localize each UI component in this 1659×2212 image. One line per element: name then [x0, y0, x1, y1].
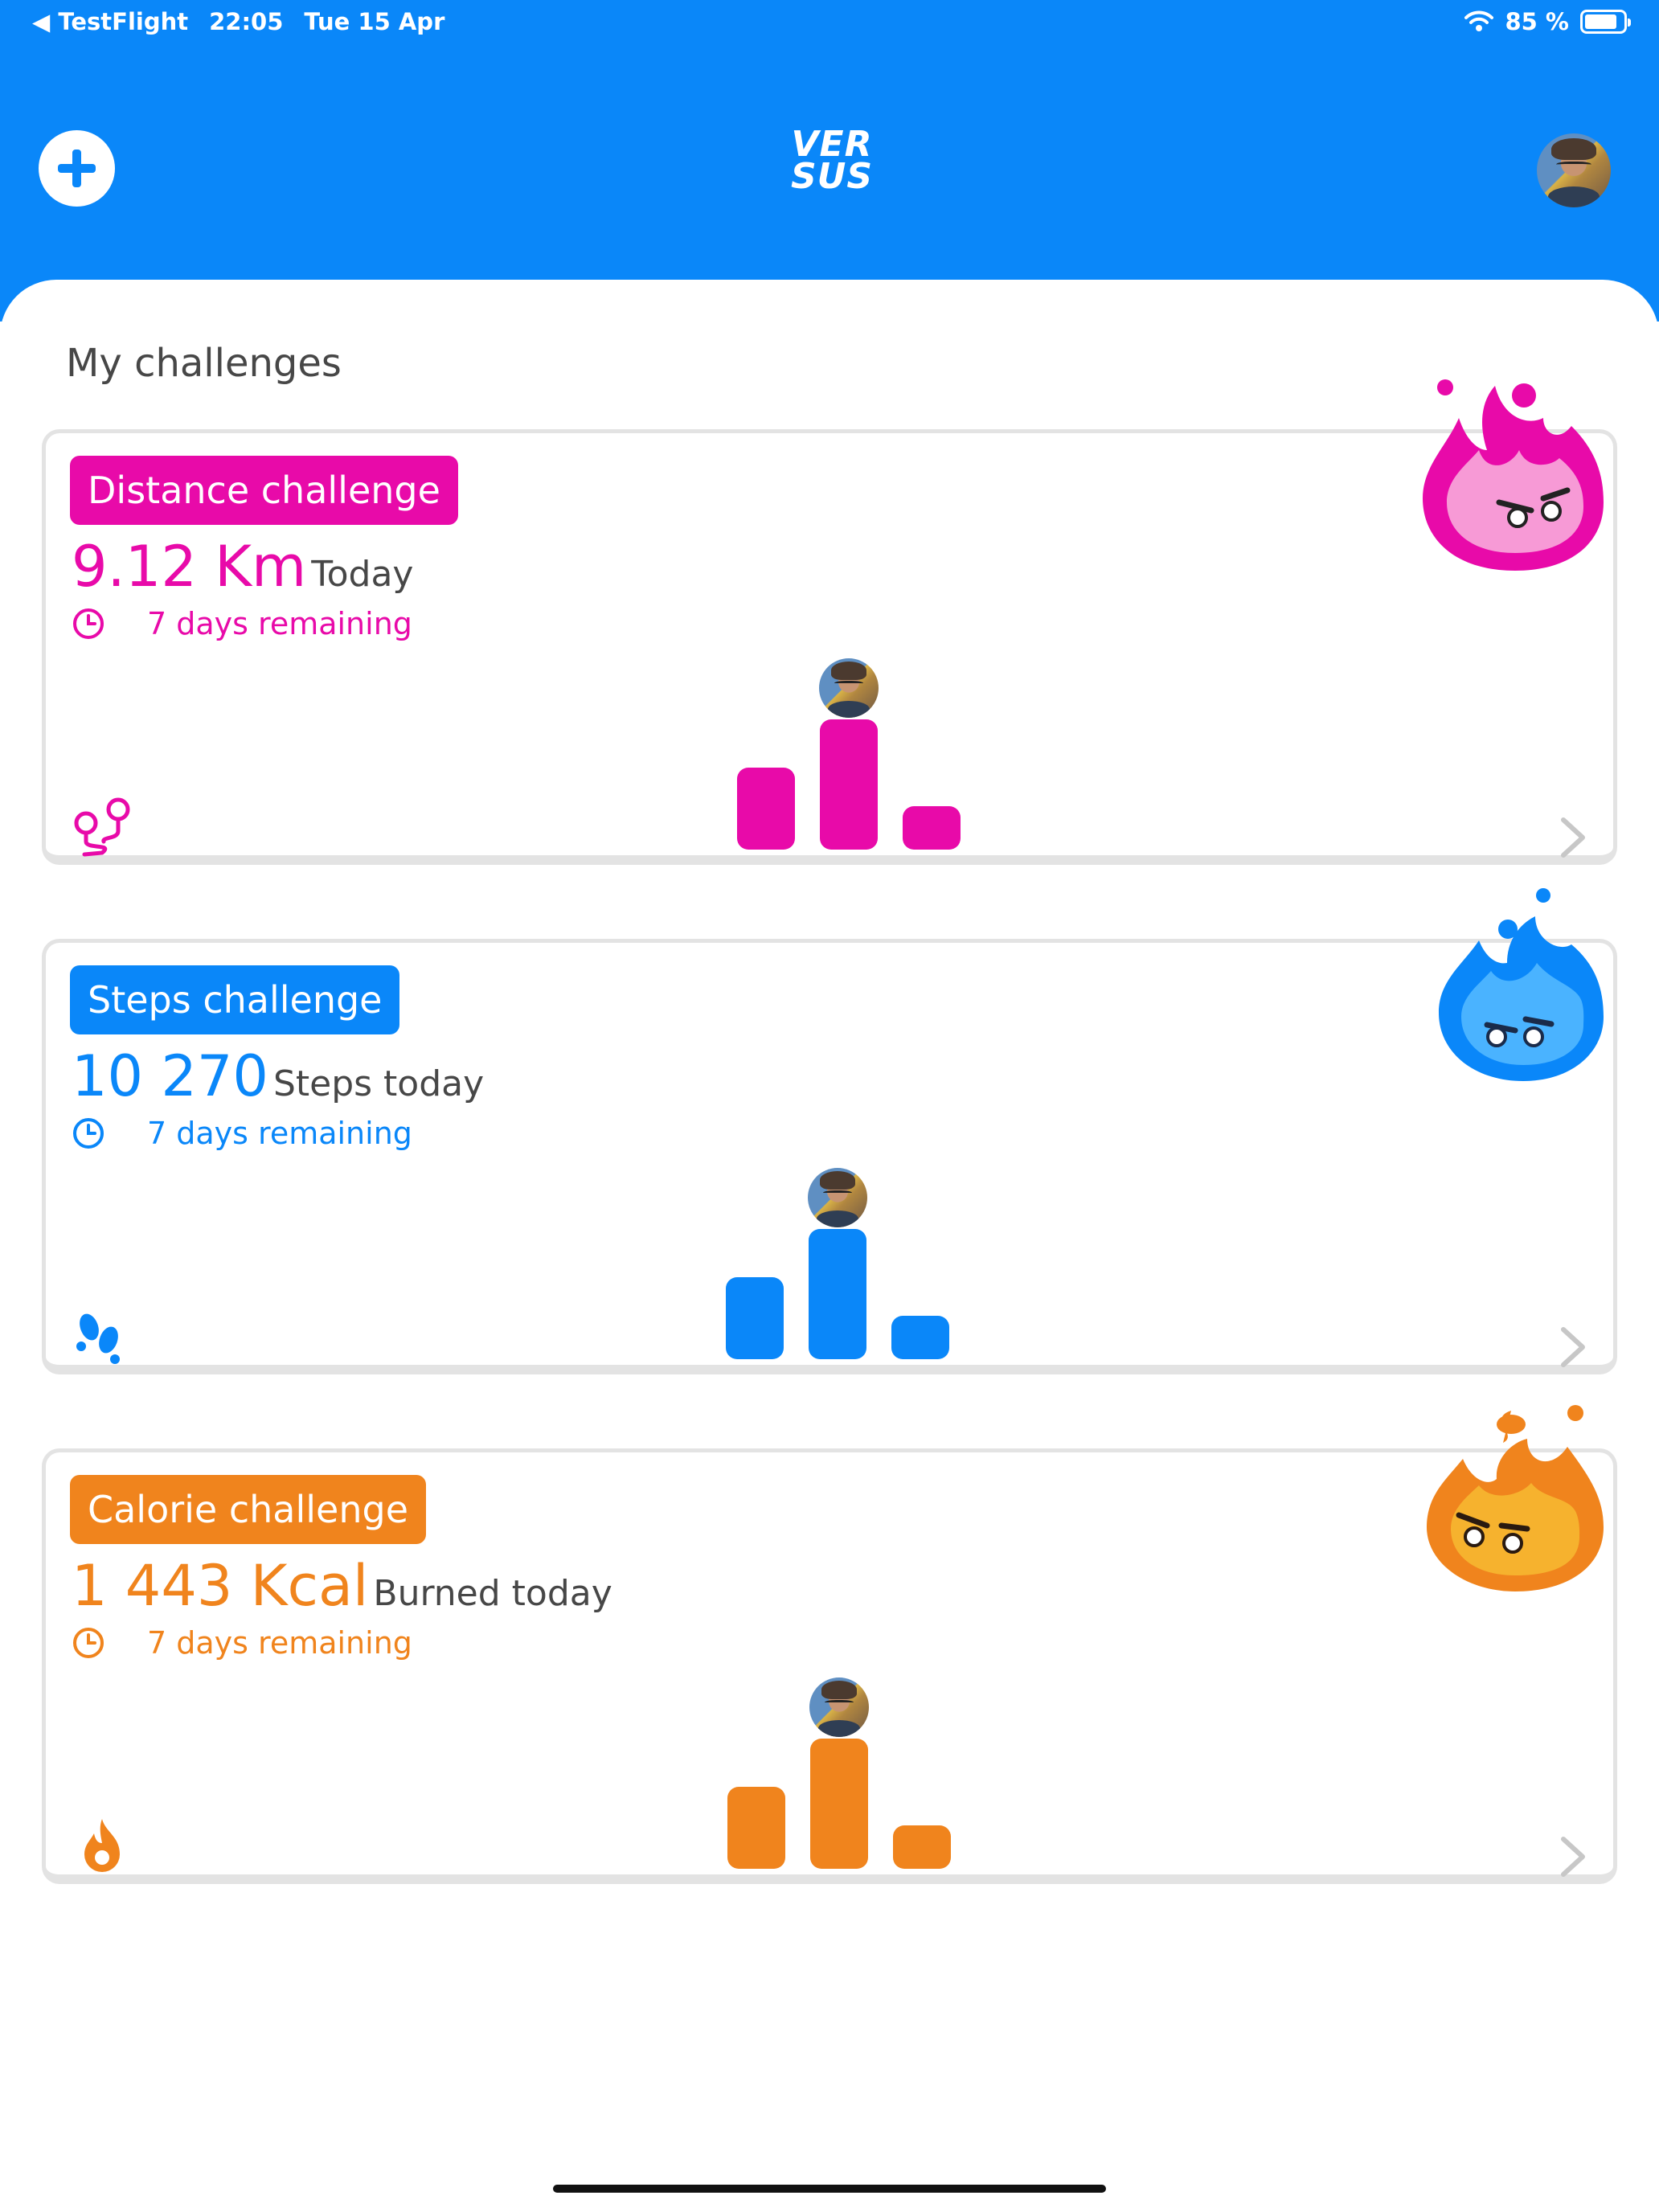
- ranking-bar-right: [893, 1825, 951, 1869]
- challenge-label: Calorie challenge: [70, 1475, 426, 1544]
- leader-avatar: [808, 1168, 867, 1227]
- ranking-bar-chart: [726, 1168, 983, 1359]
- remaining-text: 7 days remaining: [147, 1116, 412, 1151]
- challenge-label: Steps challenge: [70, 965, 400, 1034]
- ranking-bar-center: [820, 719, 878, 850]
- app-header: ◀ TestFlight 22:05 Tue 15 Apr 85 % VER S…: [0, 0, 1659, 322]
- wifi-icon: [1464, 10, 1494, 31]
- challenge-metric: 9.12 Km Today: [72, 534, 413, 600]
- clock-icon: [73, 1118, 104, 1149]
- remaining-row: 7 days remaining: [72, 1116, 412, 1151]
- challenge-card-distance[interactable]: Distance challenge 9.12 Km Today 7 days r…: [42, 429, 1617, 865]
- back-to-app-link[interactable]: ◀ TestFlight: [32, 8, 189, 35]
- metric-value: 1 443 Kcal: [72, 1553, 369, 1619]
- versus-logo: VER SUS: [790, 124, 874, 197]
- leader-avatar: [809, 1677, 869, 1737]
- challenge-metric: 1 443 Kcal Burned today: [72, 1553, 612, 1619]
- home-indicator: [553, 2185, 1106, 2193]
- ranking-bar-chart: [737, 658, 994, 850]
- battery-percent: 85 %: [1505, 8, 1569, 35]
- metric-unit: Burned today: [373, 1573, 612, 1614]
- ranking-bar-right: [903, 806, 961, 850]
- ranking-bar-center: [810, 1739, 868, 1869]
- chevron-right-icon[interactable]: [1557, 1325, 1589, 1370]
- remaining-row: 7 days remaining: [72, 1625, 412, 1661]
- clock-icon: [73, 1628, 104, 1658]
- challenge-card-steps[interactable]: Steps challenge 10 270 Steps today 7 days…: [42, 939, 1617, 1374]
- ranking-bar-left: [727, 1787, 785, 1869]
- status-bar: ◀ TestFlight 22:05 Tue 15 Apr 85 %: [32, 8, 1631, 48]
- route-pins-icon: [74, 797, 130, 857]
- ranking-bar-center: [809, 1229, 866, 1359]
- profile-avatar-button[interactable]: [1537, 133, 1611, 207]
- chevron-right-icon[interactable]: [1557, 815, 1589, 860]
- orange-flame-mascot: [1427, 1405, 1604, 1591]
- remaining-text: 7 days remaining: [147, 1625, 412, 1661]
- ranking-bar-left: [726, 1277, 784, 1359]
- chevron-right-icon[interactable]: [1557, 1834, 1589, 1879]
- challenge-label: Distance challenge: [70, 456, 458, 525]
- leader-avatar: [819, 658, 879, 718]
- section-title: My challenges: [66, 341, 342, 386]
- challenge-metric: 10 270 Steps today: [72, 1043, 484, 1109]
- battery-icon: [1580, 10, 1631, 34]
- ranking-bar-chart: [727, 1677, 985, 1869]
- ranking-bar-right: [891, 1316, 949, 1359]
- metric-value: 9.12 Km: [72, 534, 307, 600]
- footprints-icon: [76, 1313, 120, 1364]
- add-challenge-button[interactable]: [39, 130, 115, 207]
- metric-unit: Today: [311, 554, 414, 595]
- flame-icon: [84, 1819, 120, 1872]
- metric-value: 10 270: [72, 1043, 268, 1109]
- clock-icon: [73, 608, 104, 639]
- blue-flame-mascot: [1439, 888, 1604, 1081]
- status-time: 22:05: [209, 8, 284, 35]
- metric-unit: Steps today: [272, 1063, 485, 1104]
- ranking-bar-left: [737, 768, 795, 850]
- status-date: Tue 15 Apr: [304, 8, 445, 35]
- remaining-text: 7 days remaining: [147, 606, 412, 641]
- pink-flame-mascot: [1423, 379, 1604, 571]
- remaining-row: 7 days remaining: [72, 606, 412, 641]
- challenge-card-calories[interactable]: Calorie challenge 1 443 Kcal Burned today…: [42, 1448, 1617, 1884]
